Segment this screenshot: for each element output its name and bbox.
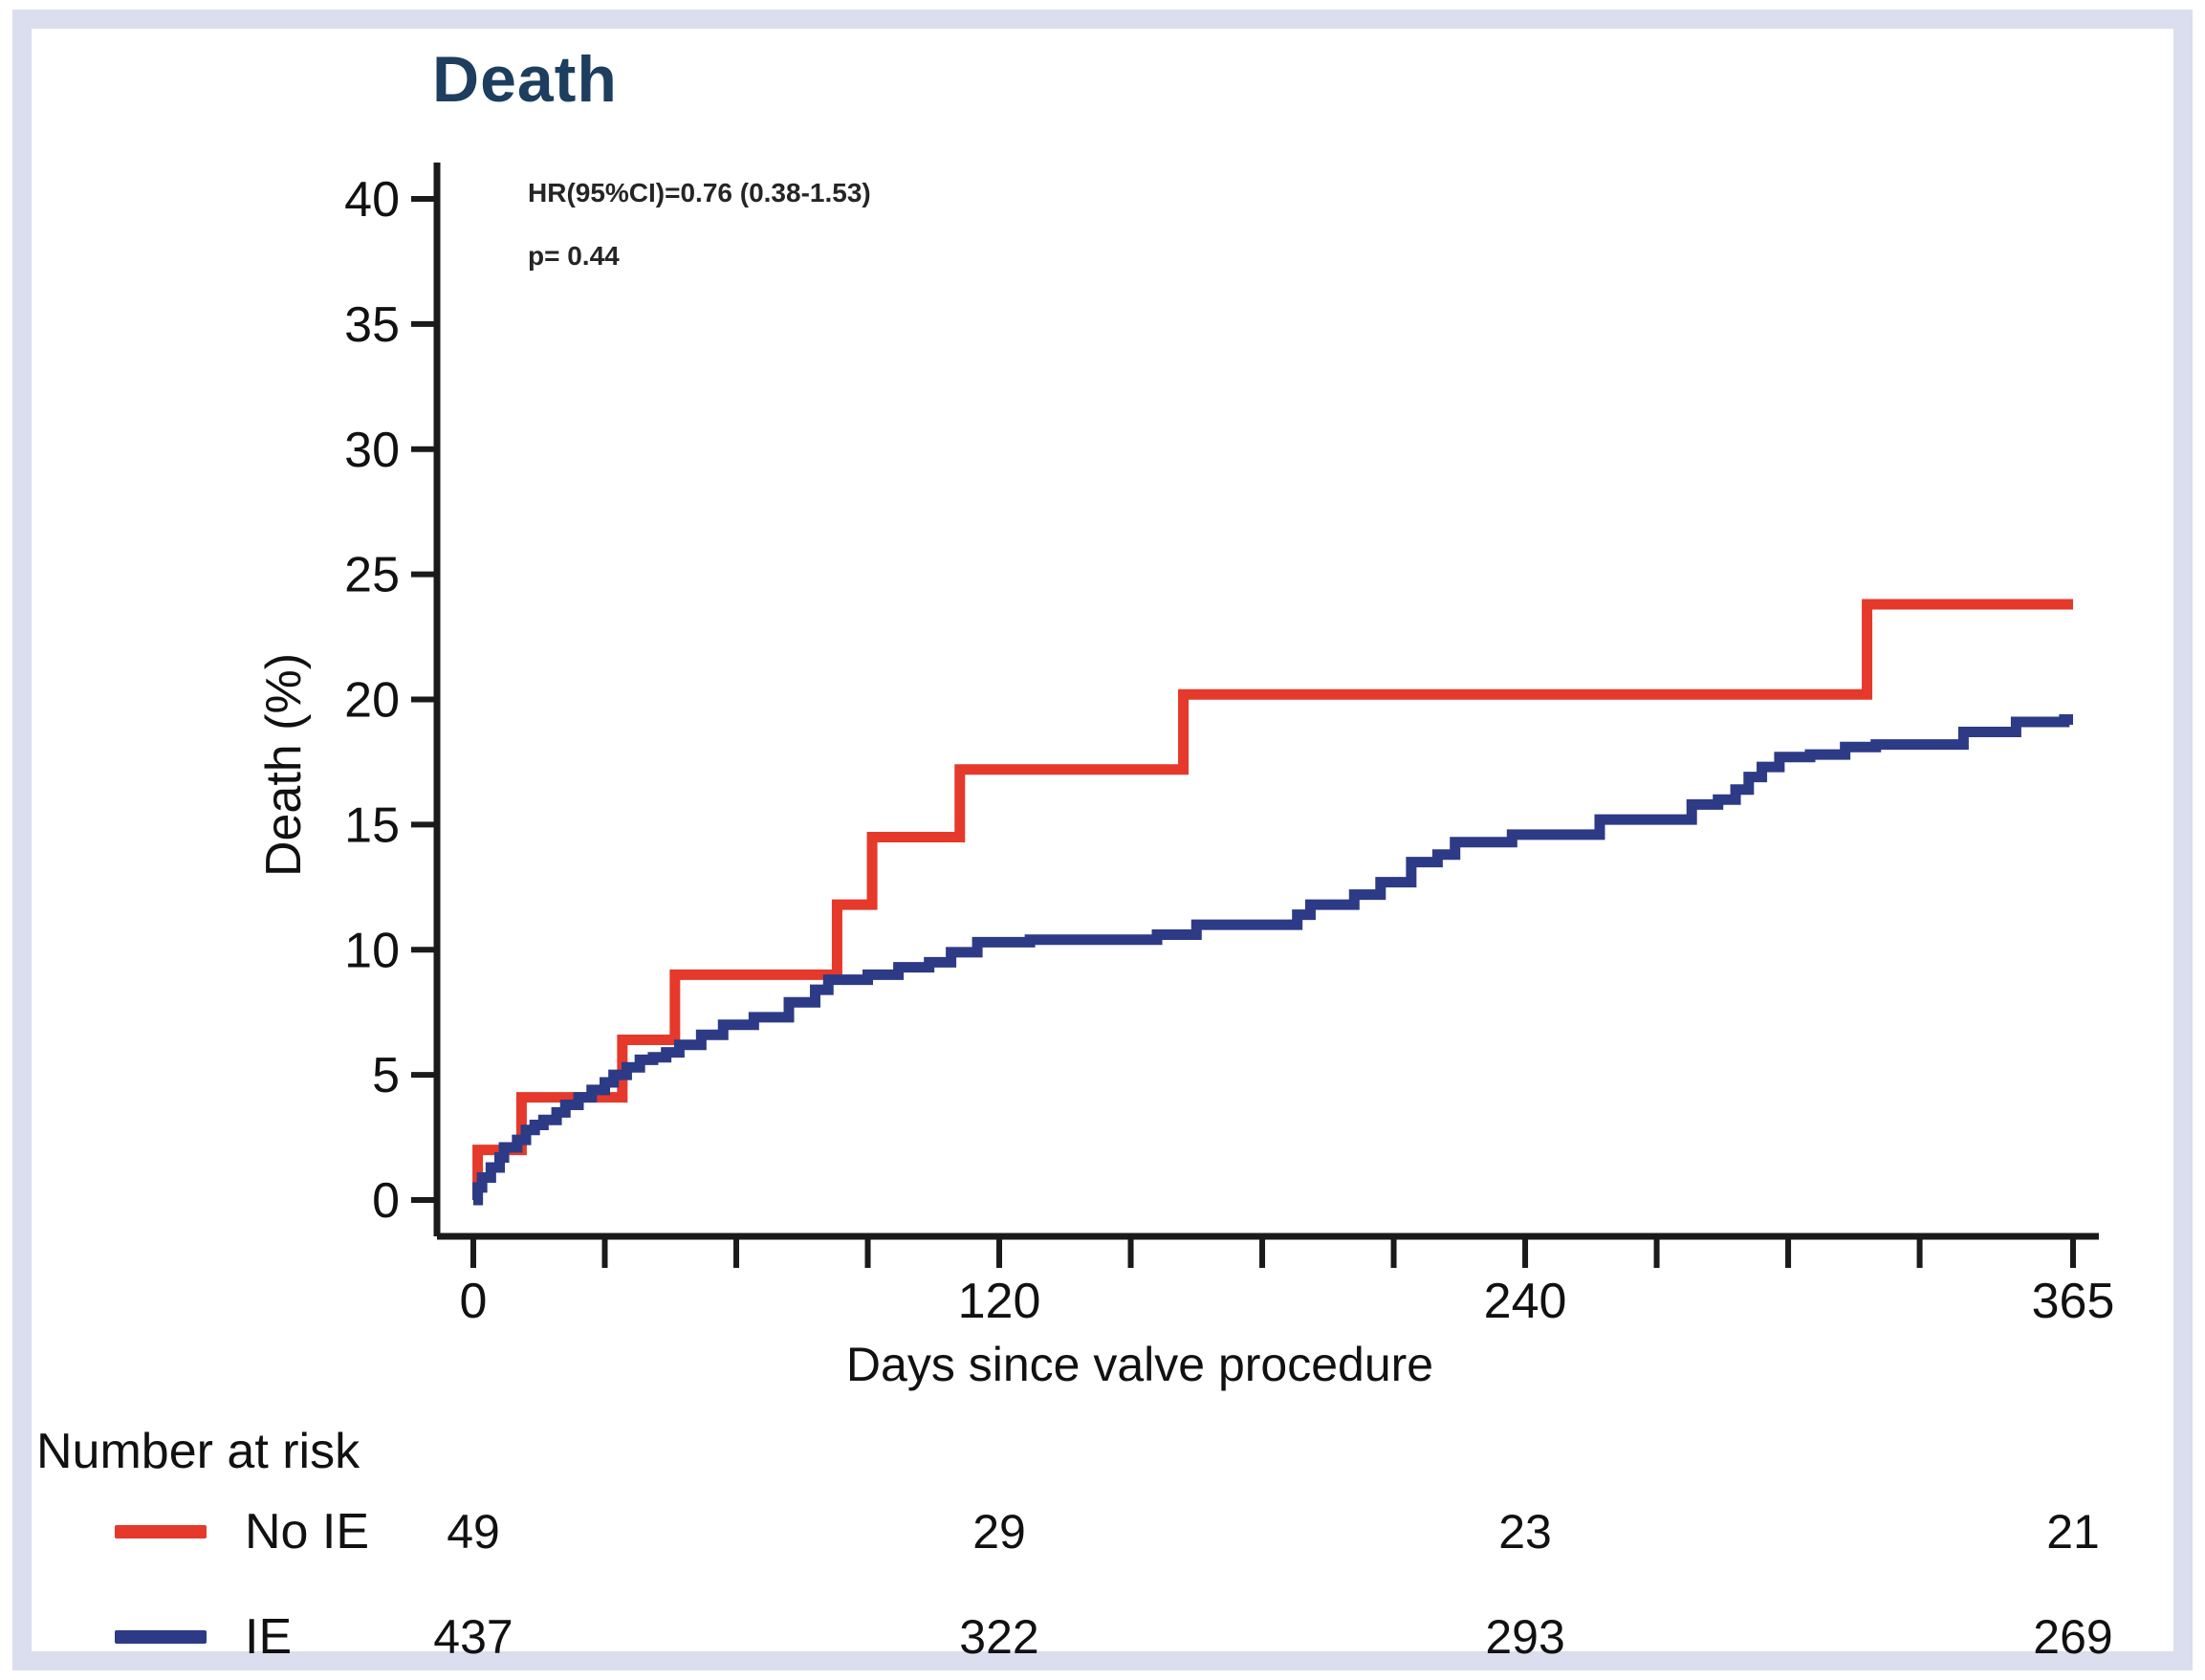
risk-count: 322 xyxy=(959,1610,1039,1664)
risk-count: 49 xyxy=(447,1505,500,1559)
figure-border xyxy=(12,10,2193,1670)
km-curve-ie xyxy=(472,713,2073,1206)
risk-row-label: No IE xyxy=(245,1504,370,1560)
risk-count: 29 xyxy=(972,1505,1026,1559)
chart-title: Death xyxy=(432,43,618,116)
p-value-annotation: p= 0.44 xyxy=(528,241,620,271)
legend-line-no-ie xyxy=(115,1525,207,1538)
risk-count: 437 xyxy=(433,1610,513,1664)
x-tick-label: 365 xyxy=(2032,1274,2115,1329)
hazard-ratio-annotation: HR(95%CI)=0.76 (0.38-1.53) xyxy=(528,178,871,207)
y-tick-label: 35 xyxy=(344,297,400,353)
y-tick-label: 5 xyxy=(372,1048,400,1103)
y-tick-label: 0 xyxy=(372,1173,400,1229)
y-tick-label: 20 xyxy=(344,673,400,729)
x-tick-label: 240 xyxy=(1484,1274,1567,1329)
y-tick-label: 15 xyxy=(344,797,400,853)
risk-table-header: Number at risk xyxy=(36,1424,360,1479)
km-curve-no-ie xyxy=(472,599,2073,1206)
risk-count: 269 xyxy=(2033,1610,2113,1664)
legend-line-ie xyxy=(115,1630,207,1644)
risk-count: 23 xyxy=(1498,1505,1552,1559)
x-tick-label: 0 xyxy=(460,1274,488,1329)
x-axis-title: Days since valve procedure xyxy=(845,1338,1434,1391)
y-tick-label: 40 xyxy=(344,172,400,228)
y-tick-label: 10 xyxy=(344,923,400,978)
risk-count: 293 xyxy=(1485,1610,1565,1664)
x-tick-label: 120 xyxy=(958,1274,1041,1329)
risk-count: 21 xyxy=(2046,1505,2100,1559)
risk-row-label: IE xyxy=(245,1609,293,1665)
y-tick-label: 30 xyxy=(344,423,400,478)
y-tick-label: 25 xyxy=(344,548,400,603)
